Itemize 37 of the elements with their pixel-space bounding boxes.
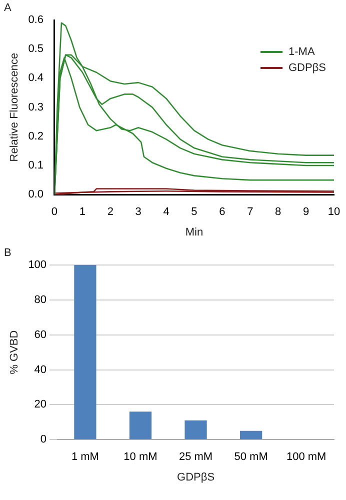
- x-tick-label: 50 mM: [234, 451, 268, 464]
- x-axis-title: Min: [185, 226, 204, 238]
- x-tick-label: 1: [79, 206, 86, 218]
- text: A: [4, 2, 12, 14]
- y-tick-label: 40: [34, 364, 47, 376]
- x-tick-label: 8: [275, 206, 282, 218]
- x-tick-label: 1 mM: [71, 451, 99, 464]
- y-tick-label: 0.0: [28, 188, 44, 201]
- y-tick-label: 0.1: [28, 160, 44, 172]
- y-tick-label: 0.3: [28, 101, 44, 114]
- x-tick-label: 3: [135, 206, 142, 218]
- x-tick-label: 10: [328, 206, 340, 218]
- y-tick-label: 20: [34, 398, 47, 411]
- y-tick-label: 100: [28, 259, 47, 272]
- x-axis-title: GDPβS: [177, 471, 215, 484]
- y-axis-title: % GVBD: [8, 330, 21, 374]
- y-tick-label: 0.4: [28, 72, 44, 84]
- y-tick-label: 80: [34, 294, 47, 306]
- x-tick-label: 5: [191, 206, 198, 218]
- x-tick-label: 4: [163, 206, 170, 218]
- y-tick-label: 0: [40, 434, 47, 446]
- x-tick-label: 0: [51, 206, 58, 218]
- y-tick-label: 0.6: [28, 14, 44, 26]
- x-tick-label: 100 mM: [286, 451, 326, 464]
- x-tick-label: 6: [219, 206, 226, 218]
- x-tick-label: 25 mM: [178, 451, 213, 464]
- y-tick-label: 60: [34, 328, 47, 341]
- y-tick-label: 0.5: [28, 43, 44, 56]
- x-tick-label: 7: [247, 206, 254, 218]
- x-tick-label: 10 mM: [124, 451, 158, 464]
- legend-label: 1-MA: [288, 46, 316, 58]
- y-axis-title: Relative Fluorescence: [8, 52, 21, 162]
- legend-label: GDPβS: [288, 62, 326, 74]
- x-tick-label: 9: [302, 206, 310, 218]
- text: B: [4, 247, 12, 259]
- y-tick-label: 0.2: [28, 130, 44, 142]
- x-tick-label: 2: [107, 206, 114, 218]
